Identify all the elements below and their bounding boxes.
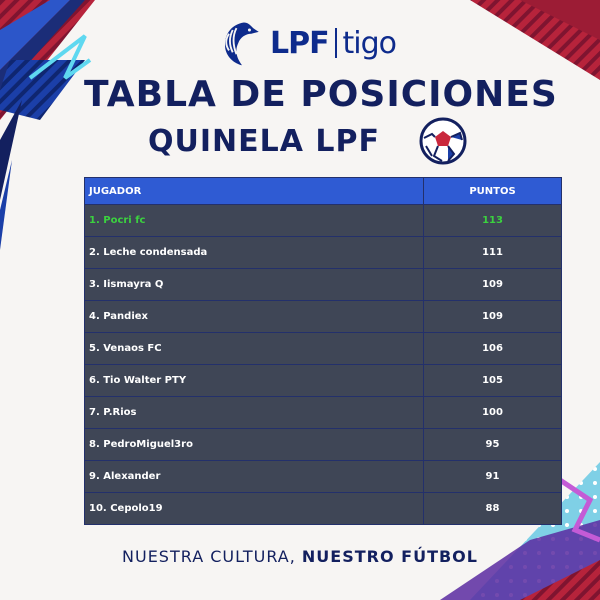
slogan-regular: NUESTRA CULTURA, [122,547,302,566]
table-row: 3. Iismayra Q 109 [84,268,562,301]
player-points: 100 [423,396,562,429]
page-subtitle: QUINELA LPF [148,124,381,159]
player-points: 106 [423,332,562,365]
player-name: 1. Pocri fc [84,204,424,237]
lpf-wordmark: LPF [270,25,330,61]
table-row: 6. Tio Walter PTY 105 [84,364,562,397]
player-name: 9. Alexander [84,460,424,493]
table-row: 7. P.Rios 100 [84,396,562,429]
player-name: 3. Iismayra Q [84,268,424,301]
table-row: 1. Pocri fc 113 [84,204,562,237]
player-name: 7. P.Rios [84,396,424,429]
eagle-logo-icon [225,22,259,66]
player-points: 88 [423,492,562,525]
table-row: 9. Alexander 91 [84,460,562,493]
table-row: 4. Pandiex 109 [84,300,562,333]
table-row: 5. Venaos FC 106 [84,332,562,365]
player-name: 4. Pandiex [84,300,424,333]
table-row: 8. PedroMiguel3ro 95 [84,428,562,461]
page-title: TABLA DE POSICIONES [84,74,558,115]
player-points: 105 [423,364,562,397]
player-name: 6. Tio Walter PTY [84,364,424,397]
soccer-ball-icon [419,117,467,165]
table-row: 10. Cepolo19 88 [84,492,562,525]
player-name: 10. Cepolo19 [84,492,424,525]
player-points: 113 [423,204,562,237]
standings-table: JUGADOR PUNTOS 1. Pocri fc 113 2. Leche … [84,177,562,525]
logo-divider [334,28,337,58]
column-header-player: JUGADOR [84,177,424,205]
standings-header-row: JUGADOR PUNTOS [84,177,562,205]
lpf-tigo-logo: LPF tigo [216,12,397,74]
player-points: 109 [423,300,562,333]
tigo-wordmark: tigo [342,25,397,61]
player-points: 95 [423,428,562,461]
player-points: 111 [423,236,562,269]
slogan: NUESTRA CULTURA, NUESTRO FÚTBOL [0,547,600,566]
column-header-points: PUNTOS [423,177,562,205]
table-row: 2. Leche condensada 111 [84,236,562,269]
player-name: 5. Venaos FC [84,332,424,365]
player-name: 8. PedroMiguel3ro [84,428,424,461]
player-name: 2. Leche condensada [84,236,424,269]
player-points: 91 [423,460,562,493]
slogan-bold: NUESTRO FÚTBOL [301,547,478,566]
player-points: 109 [423,268,562,301]
